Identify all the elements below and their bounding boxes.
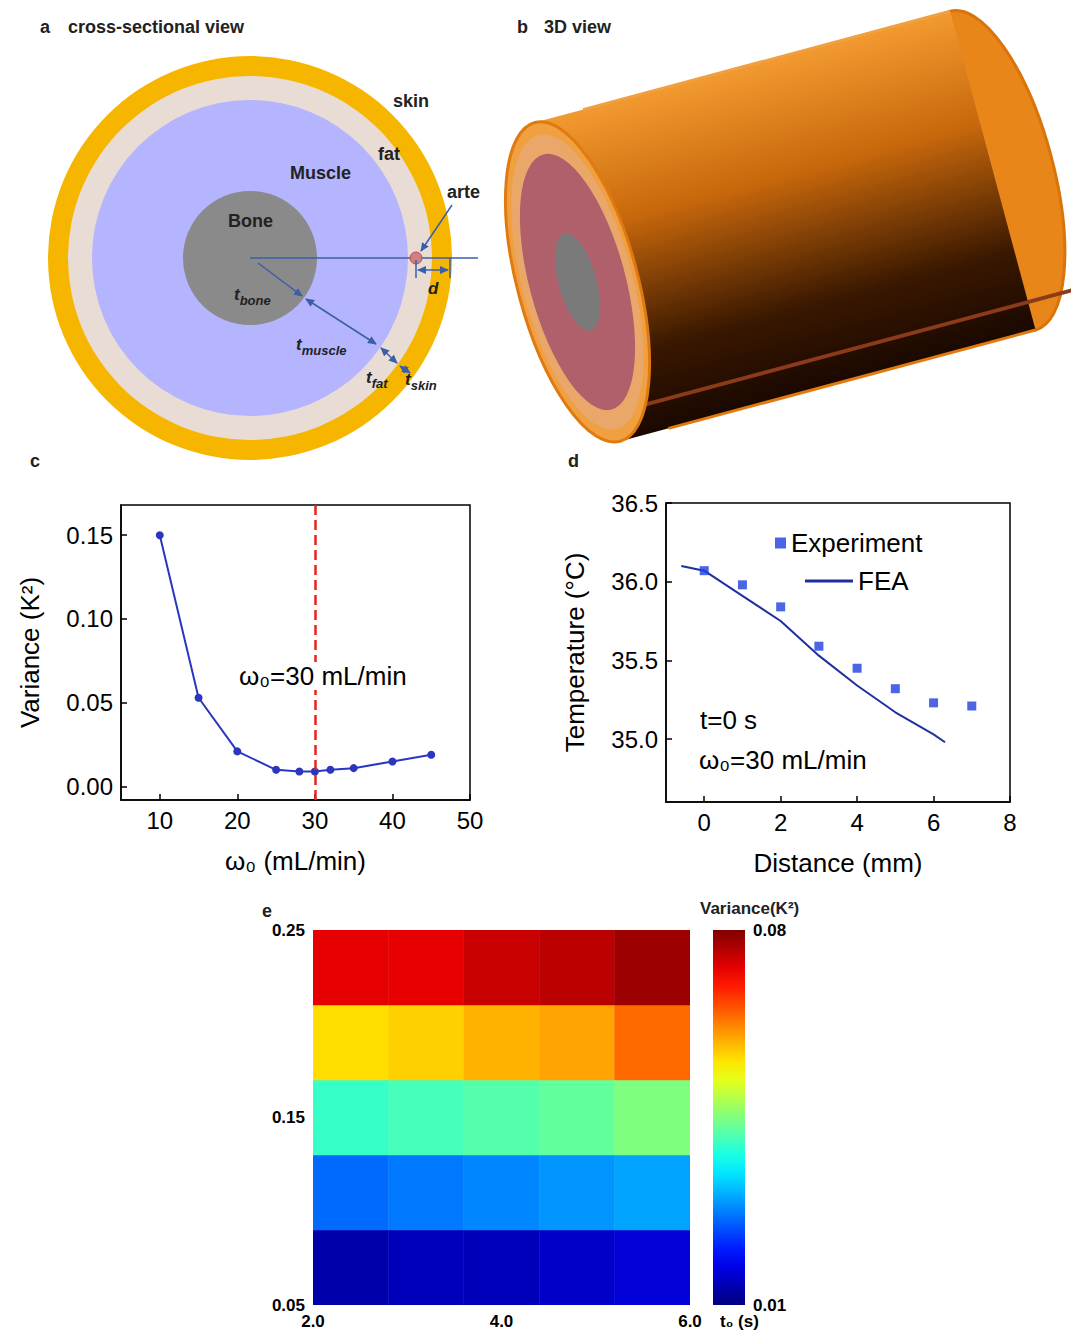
svg-text:0.08: 0.08 bbox=[753, 921, 786, 940]
svg-text:0.15: 0.15 bbox=[272, 1108, 305, 1127]
svg-text:tbone: tbone bbox=[234, 285, 271, 308]
svg-text:Distance (mm): Distance (mm) bbox=[753, 848, 922, 878]
svg-text:3D view: 3D view bbox=[544, 17, 612, 37]
svg-text:0: 0 bbox=[698, 809, 711, 836]
svg-text:2: 2 bbox=[774, 809, 787, 836]
svg-text:arte: arte bbox=[447, 182, 480, 202]
svg-text:cross-sectional view: cross-sectional view bbox=[68, 17, 245, 37]
svg-text:40: 40 bbox=[379, 807, 406, 834]
svg-text:e: e bbox=[262, 901, 272, 921]
svg-text:50: 50 bbox=[457, 807, 484, 834]
svg-text:Variance (K²): Variance (K²) bbox=[15, 577, 45, 728]
svg-text:b: b bbox=[517, 17, 528, 37]
svg-text:20: 20 bbox=[224, 807, 251, 834]
svg-text:Muscle: Muscle bbox=[290, 163, 351, 183]
svg-text:6.0: 6.0 bbox=[678, 1312, 702, 1331]
svg-text:d: d bbox=[428, 279, 439, 298]
svg-text:0.25: 0.25 bbox=[272, 921, 305, 940]
svg-text:36.5: 36.5 bbox=[611, 490, 658, 517]
svg-text:0.01: 0.01 bbox=[753, 1296, 786, 1315]
svg-text:10: 10 bbox=[146, 807, 173, 834]
svg-text:6: 6 bbox=[927, 809, 940, 836]
svg-text:c: c bbox=[30, 451, 40, 471]
svg-text:tmuscle: tmuscle bbox=[296, 335, 346, 358]
svg-text:ω₀=30 mL/min: ω₀=30 mL/min bbox=[699, 745, 867, 775]
svg-text:d: d bbox=[568, 451, 579, 471]
svg-text:t₀ (s): t₀ (s) bbox=[720, 1312, 759, 1331]
svg-text:FEA: FEA bbox=[858, 566, 909, 596]
svg-text:Bone: Bone bbox=[228, 211, 273, 231]
svg-text:fat: fat bbox=[378, 144, 400, 164]
svg-text:0.05: 0.05 bbox=[272, 1296, 305, 1315]
svg-text:0.15: 0.15 bbox=[66, 522, 113, 549]
svg-text:0.05: 0.05 bbox=[66, 689, 113, 716]
svg-text:36.0: 36.0 bbox=[611, 568, 658, 595]
svg-text:t=0 s: t=0 s bbox=[700, 705, 757, 735]
svg-text:0.00: 0.00 bbox=[66, 773, 113, 800]
svg-text:a: a bbox=[40, 17, 51, 37]
svg-text:30: 30 bbox=[302, 807, 329, 834]
svg-text:4.0: 4.0 bbox=[490, 1312, 514, 1331]
svg-text:Temperature (°C): Temperature (°C) bbox=[560, 553, 590, 753]
svg-text:Experiment: Experiment bbox=[791, 528, 923, 558]
svg-text:tfat: tfat bbox=[366, 368, 388, 391]
svg-text:ω₀=30 mL/min: ω₀=30 mL/min bbox=[239, 661, 407, 691]
svg-text:8: 8 bbox=[1003, 809, 1016, 836]
svg-text:4: 4 bbox=[850, 809, 863, 836]
svg-text:35.5: 35.5 bbox=[611, 647, 658, 674]
svg-text:Variance(K²): Variance(K²) bbox=[700, 899, 799, 918]
svg-text:0.10: 0.10 bbox=[66, 605, 113, 632]
svg-text:ω₀ (mL/min): ω₀ (mL/min) bbox=[225, 846, 366, 876]
svg-text:35.0: 35.0 bbox=[611, 726, 658, 753]
svg-text:tskin: tskin bbox=[405, 370, 437, 393]
svg-text:2.0: 2.0 bbox=[301, 1312, 325, 1331]
svg-text:skin: skin bbox=[393, 91, 429, 111]
